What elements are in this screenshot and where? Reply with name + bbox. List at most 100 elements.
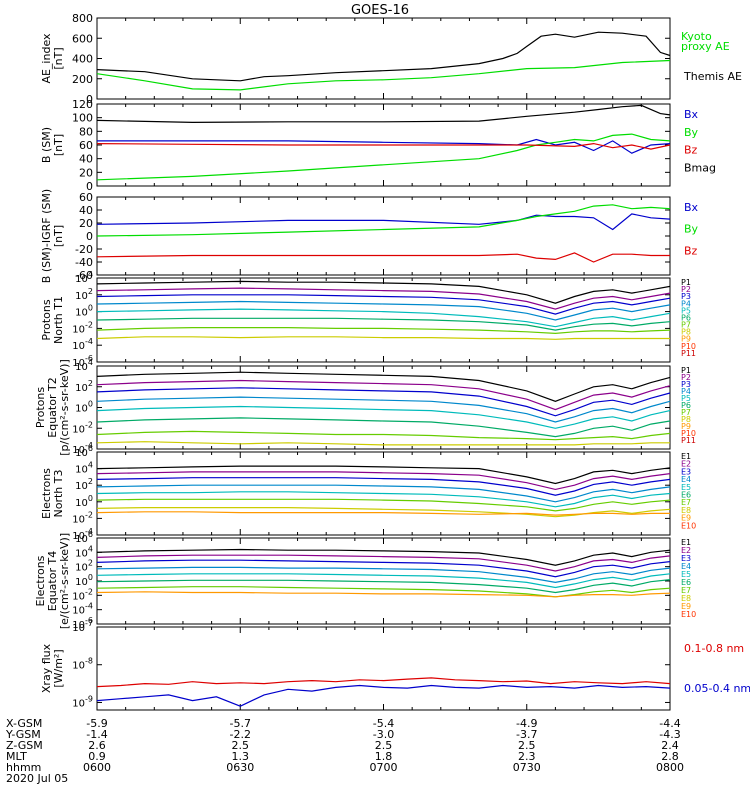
legend-entry: P4 [681, 299, 691, 308]
y-tick-label: 40 [79, 153, 93, 166]
legend-entry: P8 [681, 328, 691, 337]
y-tick-label: 100 [75, 573, 93, 588]
legend-entry: Themis AE [683, 70, 742, 83]
legend-entry: P3 [681, 380, 691, 389]
y-axis-label: Electrons [34, 555, 47, 606]
bottom-axis-table: X-GSM -5.9 -5.7 -5.4 -4.9 -4.4 Y-GSM -1.4 -2.2 -3… [5, 717, 684, 785]
date-label: 2020 Jul 05 [6, 772, 68, 785]
series-By [96, 133, 671, 181]
legend-entry: E9 [681, 602, 691, 611]
y-axis-label: Xray flux [40, 643, 53, 693]
y-axis-label: B (SM)-IGRF (SM) [40, 189, 53, 283]
axis-row-value: 0630 [226, 761, 254, 774]
y-tick-label: 200 [72, 73, 93, 86]
legend-entry: 0.05-0.4 nm [684, 682, 750, 695]
series-Bz [96, 142, 671, 150]
y-tick-label: 40 [79, 204, 93, 217]
y-axis-label: [W/m²] [52, 649, 65, 687]
legend-entry: E10 [681, 521, 696, 530]
y-axis-label: [e/(cm²-s-sr-keV)] [58, 533, 71, 629]
legend-entry: E2 [681, 546, 691, 555]
series-E5 [96, 573, 671, 589]
legend-entry: Bmag [684, 161, 716, 174]
series-E7 [96, 586, 671, 598]
series-E5 [96, 491, 671, 508]
legend-entry: E1 [681, 538, 691, 547]
series-E3 [96, 559, 671, 578]
y-axis-label: North T3 [52, 470, 65, 518]
legend-entry: E4 [681, 475, 691, 484]
figure-title: GOES-16 [351, 3, 409, 18]
series-Bx [97, 138, 671, 154]
y-axis-label: Protons [34, 387, 47, 428]
axis-row-value: -4.4 [659, 717, 680, 730]
legend-entry: Kyoto [681, 30, 712, 43]
legend-entry: P10 [681, 429, 696, 438]
axis-row-value: -4.3 [659, 728, 680, 741]
y-axis-label: [nT] [52, 225, 65, 247]
y-tick-label: 10-6 [72, 616, 93, 631]
legend-entry: E6 [681, 578, 691, 587]
series-Bx [96, 213, 671, 231]
legend-entry: P1 [681, 278, 691, 287]
y-axis-label: [nT] [52, 134, 65, 156]
series-P3 [96, 294, 671, 315]
y-tick-label: 10-2 [72, 320, 93, 335]
legend-entry: P8 [681, 415, 691, 424]
series-P2 [96, 379, 671, 411]
y-tick-label: 106 [75, 444, 93, 459]
legend-entry: E3 [681, 467, 691, 476]
series-E1 [96, 548, 671, 566]
axis-row-label: hhmm [6, 761, 41, 774]
y-tick-label: 10-8 [72, 657, 93, 672]
legend-entry: Bx [684, 201, 699, 214]
legend-entry: P6 [681, 313, 691, 322]
y-tick-label: 80 [79, 125, 93, 138]
y-tick-label: 20 [79, 217, 93, 230]
y-tick-label: 100 [75, 494, 93, 509]
legend-entry: E6 [681, 491, 691, 500]
legend-entry: E7 [681, 586, 691, 595]
axis-row-label: Z-GSM [6, 739, 43, 752]
legend-entry: P9 [681, 335, 691, 344]
y-tick-label: 120 [72, 98, 93, 111]
legend-entry: proxy AE [681, 40, 730, 53]
axis-row-value: -3.0 [373, 728, 394, 741]
legend-entry: P2 [681, 285, 691, 294]
legend-entry: E10 [681, 610, 696, 619]
y-tick-label: -60 [75, 269, 93, 282]
series-E3 [96, 477, 671, 496]
y-tick-label: -20 [75, 243, 93, 256]
y-tick-label: 100 [72, 112, 93, 125]
series-P6 [96, 317, 671, 331]
y-tick-label: 10-7 [72, 619, 93, 634]
y-tick-label: 10-4 [72, 602, 93, 617]
axis-row-value: 1.8 [375, 750, 393, 763]
series-Bz [96, 252, 670, 263]
panel-5: 10-4 10-2 100 102 104 Protons Equator T2 [p/(cm… [34, 358, 696, 456]
series-Bmag [96, 104, 671, 124]
legend-entry: P9 [681, 422, 691, 431]
axis-row-value: 2.5 [232, 739, 250, 752]
y-tick-label: 600 [72, 32, 93, 45]
axis-row-value: -5.9 [86, 717, 107, 730]
y-tick-label: 10-4 [72, 337, 93, 352]
series-By [96, 204, 671, 237]
y-tick-label: 10-2 [72, 587, 93, 602]
legend-entry: P2 [681, 373, 691, 382]
y-axis-label: [p/(cm²-s-sr-keV)] [58, 359, 71, 456]
y-tick-label: 102 [75, 559, 93, 574]
y-tick-label: 102 [75, 287, 93, 302]
panel-frame [96, 626, 671, 711]
series-P6 [96, 417, 671, 438]
legend-entry: P11 [681, 436, 696, 445]
y-tick-label: 10-9 [72, 694, 93, 709]
y-tick-label: 60 [79, 191, 93, 204]
axis-row-value: 2.5 [518, 739, 536, 752]
legend-entry: Bz [684, 244, 698, 257]
